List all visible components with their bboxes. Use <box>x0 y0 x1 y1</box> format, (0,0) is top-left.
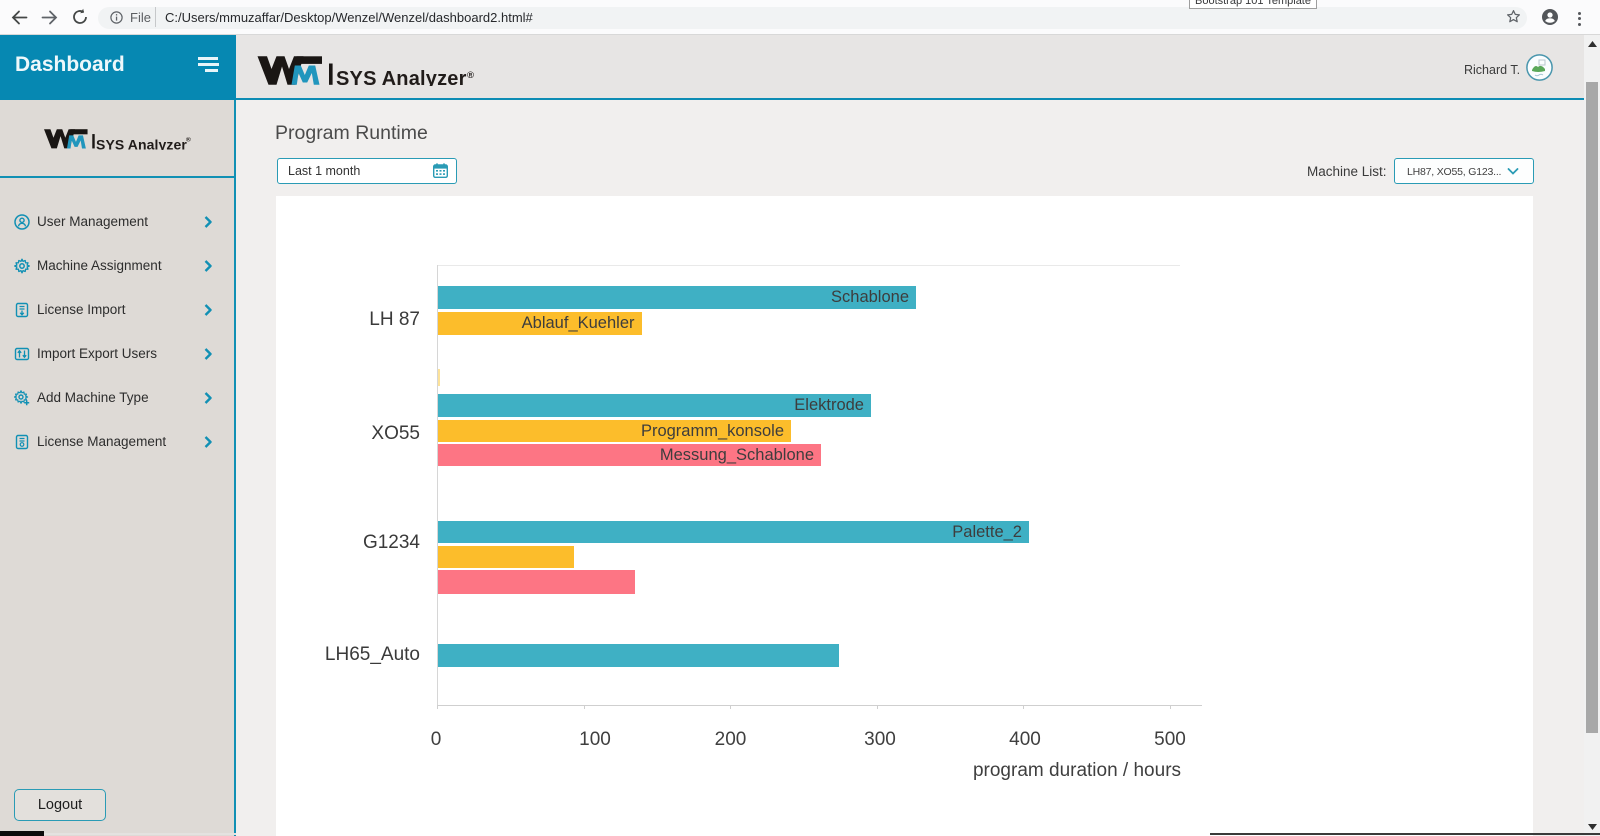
svg-text:SYS Analyzer: SYS Analyzer <box>96 136 187 150</box>
svg-text:SYS Analyzer: SYS Analyzer <box>336 68 467 86</box>
svg-text:®: ® <box>186 136 191 144</box>
svg-text:®: ® <box>467 70 474 81</box>
